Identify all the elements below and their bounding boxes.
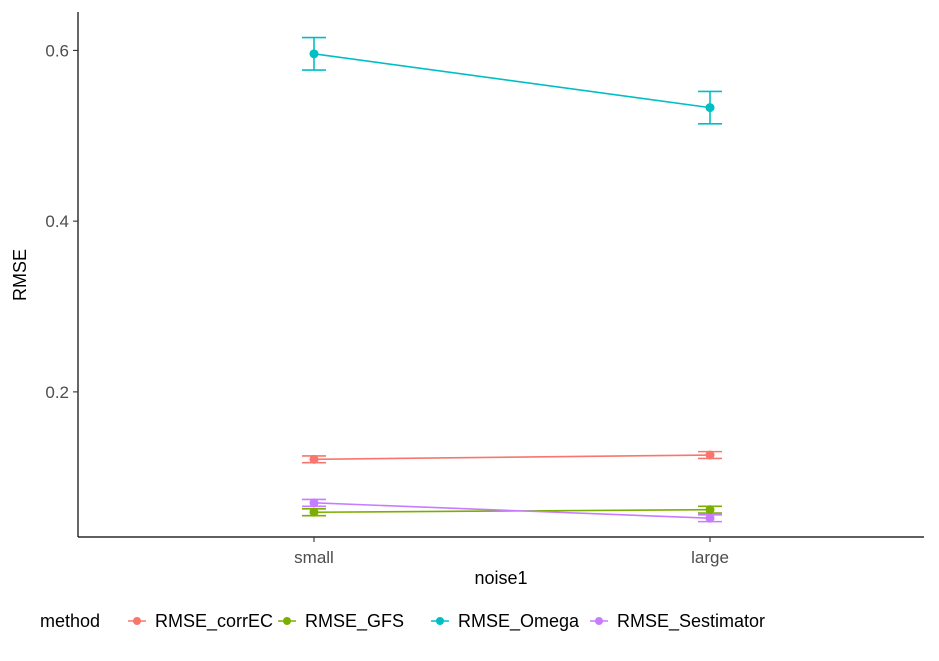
series-RMSE_corrEC [302, 450, 722, 464]
y-axis-title: RMSE [10, 249, 30, 301]
legend: method RMSE_corrEC RMSE_GFS RMSE_Omega RMSE… [40, 611, 765, 632]
series-layer [302, 36, 722, 523]
x-tick-label: large [691, 548, 729, 567]
data-point [705, 505, 715, 515]
legend-label: RMSE_corrEC [155, 611, 273, 632]
x-axis-title: noise1 [474, 568, 527, 588]
data-point [309, 49, 319, 59]
legend-key-dot [133, 617, 141, 625]
legend-key-dot [436, 617, 444, 625]
data-point [705, 513, 715, 523]
legend-item-RMSE_GFS: RMSE_GFS [278, 611, 404, 632]
legend-title: method [40, 611, 100, 631]
series-RMSE_Sestimator [302, 498, 722, 523]
series-line [313, 53, 711, 109]
legend-item-RMSE_Sestimator: RMSE_Sestimator [590, 611, 765, 632]
legend-label: RMSE_Sestimator [617, 611, 765, 632]
legend-key-dot [595, 617, 603, 625]
series-RMSE_Omega [302, 36, 722, 125]
y-tick-label: 0.2 [45, 383, 69, 402]
data-point [705, 103, 715, 113]
y-tick-label: 0.4 [45, 212, 69, 231]
data-point [309, 498, 319, 508]
data-point [309, 507, 319, 517]
data-point [309, 454, 319, 464]
x-ticks: small large [294, 537, 729, 567]
x-tick-label: small [294, 548, 334, 567]
legend-label: RMSE_Omega [458, 611, 580, 632]
y-tick-label: 0.6 [45, 41, 69, 60]
legend-label: RMSE_GFS [305, 611, 404, 632]
y-ticks: 0.2 0.4 0.6 [45, 41, 78, 402]
series-line [313, 454, 711, 461]
legend-item-RMSE_Omega: RMSE_Omega [431, 611, 580, 632]
legend-item-RMSE_corrEC: RMSE_corrEC [128, 611, 273, 632]
legend-key-dot [283, 617, 291, 625]
series-line [313, 502, 711, 520]
data-point [705, 450, 715, 460]
